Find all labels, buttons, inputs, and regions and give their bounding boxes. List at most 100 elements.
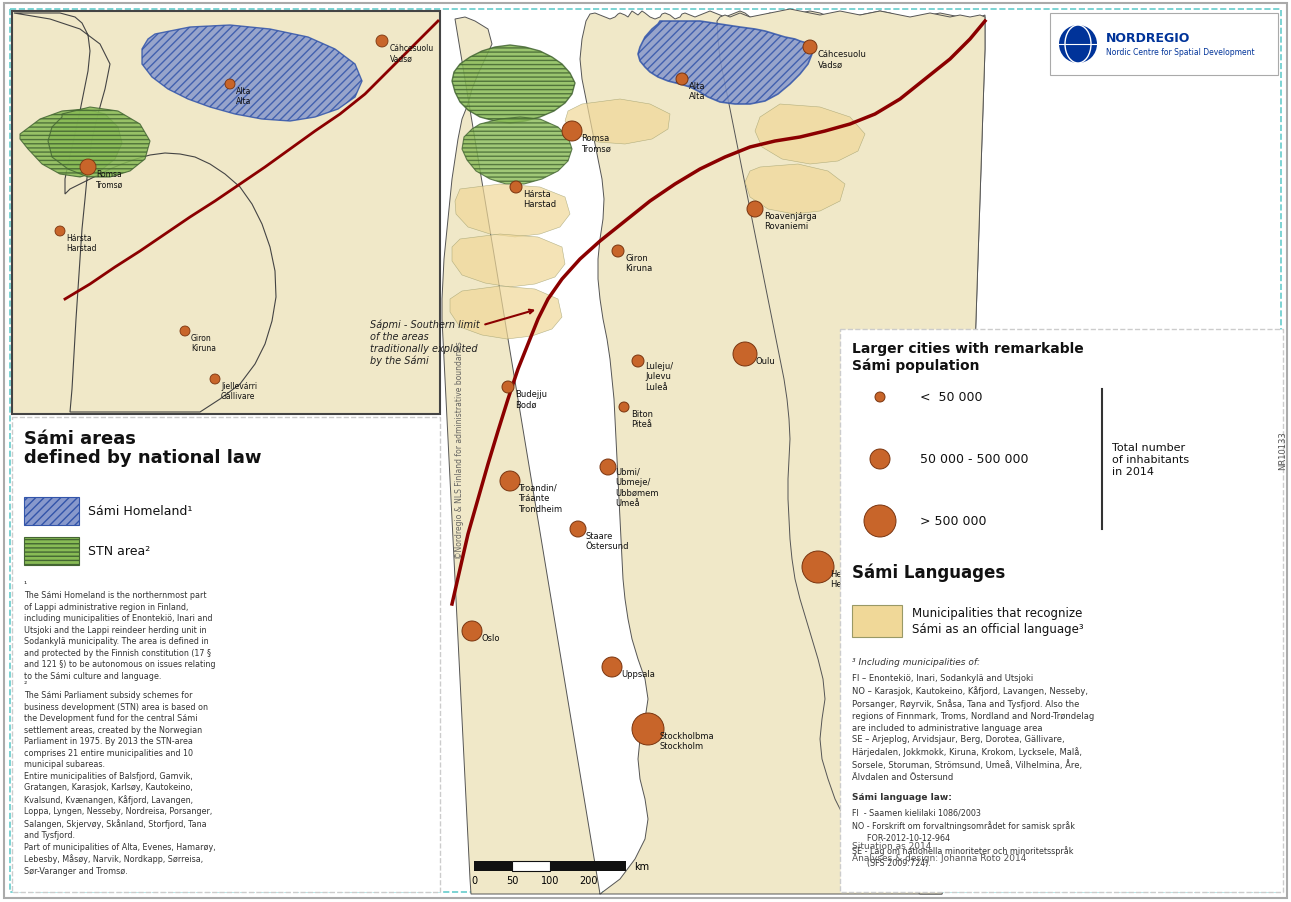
Text: FI – Enontekiö, Inari, Sodankylä and Utsjoki
NO – Karasjok, Kautokeino, Kåfjord,: FI – Enontekiö, Inari, Sodankylä and Uts… [852,673,1095,781]
Text: Hársta
Harstad: Hársta Harstad [66,234,97,253]
Ellipse shape [633,713,664,745]
Bar [550,861,626,871]
Bar [474,861,513,871]
Text: ¹
The Sámi Homeland is the northernmost part
of Lappi administrative region in F: ¹ The Sámi Homeland is the northernmost … [25,579,216,680]
Text: <  50 000: < 50 000 [920,391,982,404]
Polygon shape [442,12,985,894]
Ellipse shape [802,551,834,584]
Ellipse shape [376,36,389,48]
Bar [25,538,79,566]
Text: ³ Including municipalities of:: ³ Including municipalities of: [852,658,980,667]
Bar [25,497,79,526]
Text: Giron
Kiruna: Giron Kiruna [625,253,652,273]
Text: Ubmi/
Ubmeje/
Ubbømem
Umeå: Ubmi/ Ubmeje/ Ubbømem Umeå [615,467,658,508]
Bar [852,605,902,638]
Text: Situation as 2014
Analyses & design: Johanna Roto 2014: Situation as 2014 Analyses & design: Joh… [852,842,1026,862]
Polygon shape [638,22,815,105]
Ellipse shape [600,459,616,475]
Bar [513,861,550,871]
Text: Oulu: Oulu [755,356,775,365]
Bar [12,418,440,892]
Ellipse shape [633,355,644,368]
Text: 100: 100 [541,875,559,885]
Text: Troandin/
Tráante
Trondheim: Troandin/ Tráante Trondheim [518,483,562,513]
Text: Romsa
Tromsø: Romsa Tromsø [96,170,123,189]
Text: Municipalities that recognize
Sámi as an official language³: Municipalities that recognize Sámi as an… [911,607,1083,636]
Polygon shape [451,287,562,340]
Text: Biton
Piteå: Biton Piteå [631,410,653,429]
Text: Alta
Alta: Alta Alta [236,87,252,106]
Ellipse shape [562,122,582,142]
Bar [1050,14,1278,76]
Text: Giron
Kiruna: Giron Kiruna [191,334,216,353]
Ellipse shape [462,621,482,641]
Ellipse shape [500,472,520,492]
Text: 0: 0 [471,875,478,885]
Ellipse shape [875,392,886,402]
Text: Sámi Languages: Sámi Languages [852,564,1006,582]
Text: Hársta
Harstad: Hársta Harstad [523,189,556,209]
Text: Sápmi - Southern limit
of the areas
traditionally exploited
by the Sámi: Sápmi - Southern limit of the areas trad… [371,310,533,365]
Ellipse shape [803,41,817,55]
Ellipse shape [602,658,622,677]
Ellipse shape [56,226,65,236]
Polygon shape [452,46,574,124]
Text: Nordic Centre for Spatial Development: Nordic Centre for Spatial Development [1106,48,1255,57]
Text: Cáhcesuolu
Vadsø: Cáhcesuolu Vadsø [818,50,866,69]
Ellipse shape [210,374,219,384]
Polygon shape [717,10,985,894]
Polygon shape [142,26,361,122]
Text: 50: 50 [506,875,518,885]
Bar [840,329,1283,892]
Ellipse shape [571,521,586,538]
Ellipse shape [618,402,629,412]
Text: Cáhcesuolu
Vadsø: Cáhcesuolu Vadsø [390,44,434,63]
Text: ©Nordregio & NLS Finland for administrative boundaries: ©Nordregio & NLS Finland for administrat… [456,341,465,558]
Ellipse shape [80,160,96,176]
Ellipse shape [676,74,688,86]
Text: Alta
Alta: Alta Alta [689,82,705,101]
Text: > 500 000: > 500 000 [920,515,986,528]
Text: Stockholbma
Stockholm: Stockholbma Stockholm [660,732,715,750]
Bar [12,12,440,415]
Text: Oslo: Oslo [482,633,500,642]
Text: Sámi language law:: Sámi language law: [852,792,951,801]
Text: 50 000 - 500 000: 50 000 - 500 000 [920,453,1029,466]
Ellipse shape [864,505,896,538]
Text: Sámi Homeland¹: Sámi Homeland¹ [88,505,192,518]
Polygon shape [48,108,150,178]
Polygon shape [452,235,565,288]
Polygon shape [755,105,865,165]
Text: Staare
Östersund: Staare Östersund [585,531,629,551]
Text: STN area²: STN area² [88,545,150,557]
Text: km: km [634,861,649,871]
Ellipse shape [510,182,522,194]
Text: NR10133: NR10133 [1278,431,1287,470]
Text: Total number
of inhabitants
in 2014: Total number of inhabitants in 2014 [1112,442,1189,477]
Ellipse shape [502,382,514,393]
Text: Uppsala: Uppsala [621,669,655,678]
Text: Luleju/
Julevu
Luleå: Luleju/ Julevu Luleå [646,362,673,391]
Ellipse shape [870,449,889,469]
Text: FI  - Saamen kielilaki 1086/2003
NO - Forskrift om forvaltningsområdet for samis: FI - Saamen kielilaki 1086/2003 NO - For… [852,808,1075,867]
Text: Sámi areas
defined by national law: Sámi areas defined by national law [25,429,262,467]
Polygon shape [565,100,670,145]
Polygon shape [745,165,846,215]
Polygon shape [19,110,123,178]
Polygon shape [454,185,571,238]
Polygon shape [14,14,276,412]
Ellipse shape [225,80,235,90]
Text: Budejju
Bodø: Budejju Bodø [515,390,547,409]
Text: ²
The Sámi Parliament subsidy schemes for
business development (STN) area is bas: ² The Sámi Parliament subsidy schemes fo… [25,679,216,875]
Text: NORDREGIO: NORDREGIO [1106,32,1190,45]
Text: Helsset
Helsinki: Helsset Helsinki [830,569,864,589]
Ellipse shape [612,245,624,258]
Ellipse shape [1059,26,1097,64]
Text: Romsa
Tromsø: Romsa Tromsø [581,133,611,153]
Text: 200: 200 [578,875,598,885]
Text: Larger cities with remarkable
Sámi population: Larger cities with remarkable Sámi popul… [852,342,1083,373]
Ellipse shape [733,343,757,366]
Text: Jiellevárri
Gällivare: Jiellevárri Gällivare [221,382,257,401]
Polygon shape [462,118,572,185]
Text: Roavenjárga
Rovaniemi: Roavenjárga Rovaniemi [764,212,817,231]
